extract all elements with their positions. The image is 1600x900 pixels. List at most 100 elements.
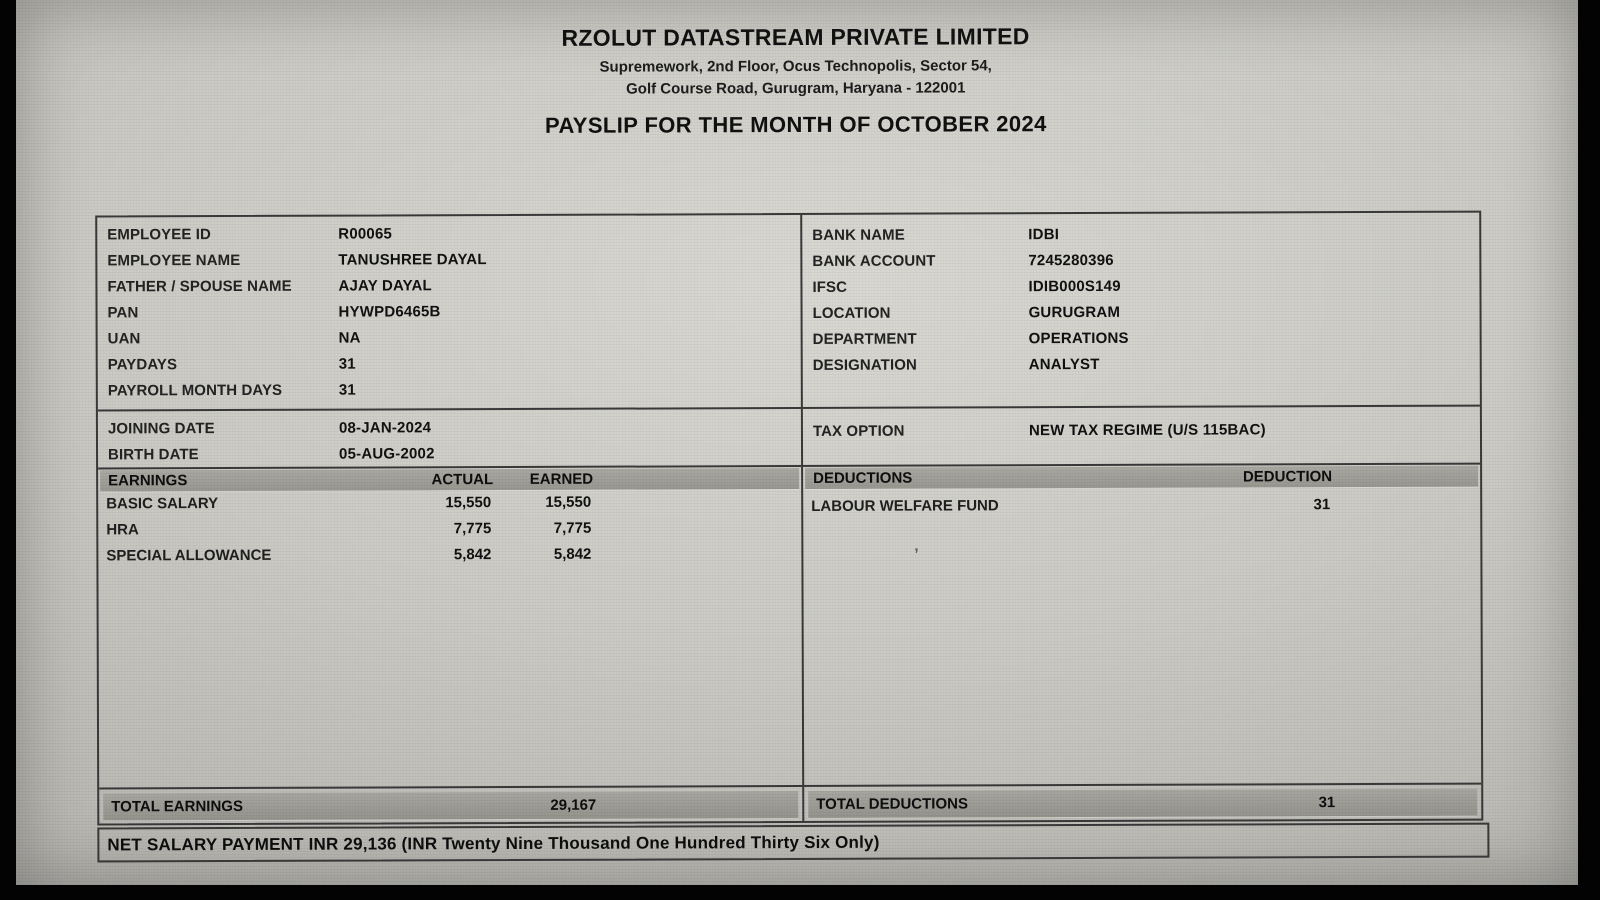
earnings-header-title: EARNINGS bbox=[108, 472, 188, 490]
field-value: 05-AUG-2002 bbox=[339, 445, 435, 463]
bank-account-row: BANK ACCOUNT 7245280396 bbox=[802, 247, 1479, 275]
employee-info-panel: EMPLOYEE ID R00065 EMPLOYEE NAME TANUSHR… bbox=[97, 214, 803, 410]
total-deductions-bar: TOTAL DEDUCTIONS 31 bbox=[808, 788, 1478, 818]
section-employee-bank: EMPLOYEE ID R00065 EMPLOYEE NAME TANUSHR… bbox=[97, 213, 1480, 410]
field-label: DEPARTMENT bbox=[812, 330, 917, 348]
total-earnings-bar: TOTAL EARNINGS 29,167 bbox=[103, 790, 799, 821]
earning-actual: 15,550 bbox=[445, 494, 492, 512]
field-label: FATHER / SPOUSE NAME bbox=[107, 277, 292, 296]
net-salary-statement: NET SALARY PAYMENT INR 29,136 (INR Twent… bbox=[97, 822, 1490, 863]
payslip-title: PAYSLIP FOR THE MONTH OF OCTOBER 2024 bbox=[544, 111, 1047, 138]
spacer bbox=[596, 791, 790, 819]
total-earnings-value: 29,167 bbox=[550, 796, 597, 814]
field-label: LOCATION bbox=[812, 304, 891, 322]
field-label: EMPLOYEE ID bbox=[107, 226, 211, 244]
field-value: IDBI bbox=[1028, 226, 1060, 244]
spacer bbox=[1335, 789, 1469, 816]
employee-id-row: EMPLOYEE ID R00065 bbox=[97, 220, 800, 248]
earnings-row-special-allowance: SPECIAL ALLOWANCE 5,842 5,842 bbox=[98, 541, 801, 569]
total-deductions-value: 31 bbox=[1318, 794, 1336, 812]
spacer bbox=[591, 515, 793, 542]
document-header: RZOLUT DATASTREAM PRIVATE LIMITED Suprem… bbox=[16, 21, 1577, 140]
field-value: TANUSHREE DAYAL bbox=[338, 251, 487, 269]
field-label: EMPLOYEE NAME bbox=[107, 251, 241, 270]
earning-actual: 7,775 bbox=[453, 520, 492, 538]
payslip-document: RZOLUT DATASTREAM PRIVATE LIMITED Suprem… bbox=[16, 0, 1578, 885]
earnings-row-basic-salary: BASIC SALARY 15,550 15,550 bbox=[98, 489, 801, 517]
field-value: 31 bbox=[338, 381, 356, 399]
total-deductions-label: TOTAL DEDUCTIONS bbox=[816, 795, 968, 813]
section-earnings-deductions: EARNINGS ACTUAL EARNED BASIC SALARY 15,5… bbox=[98, 462, 1482, 788]
payslip-table: EMPLOYEE ID R00065 EMPLOYEE NAME TANUSHR… bbox=[95, 210, 1484, 826]
field-label: UAN bbox=[107, 330, 141, 348]
employee-name-row: EMPLOYEE NAME TANUSHREE DAYAL bbox=[97, 246, 800, 274]
section-dates-tax: JOINING DATE 08-JAN-2024 BIRTH DATE 05-A… bbox=[97, 404, 1481, 469]
spacer bbox=[591, 541, 793, 568]
earnings-row-hra: HRA 7,775 7,775 bbox=[98, 515, 801, 543]
deduction-amount: 31 bbox=[1313, 496, 1331, 514]
field-value: GURUGRAM bbox=[1028, 303, 1121, 322]
company-name: RZOLUT DATASTREAM PRIVATE LIMITED bbox=[561, 23, 1030, 51]
bank-info-panel: BANK NAME IDBI BANK ACCOUNT 7245280396 I… bbox=[802, 213, 1480, 407]
payroll-month-days-row: PAYROLL MONTH DAYS 31 bbox=[98, 376, 801, 404]
deductions-header-bar: DEDUCTIONS DEDUCTION bbox=[805, 465, 1479, 489]
field-value: 31 bbox=[338, 355, 356, 373]
stray-ink-mark: , bbox=[914, 537, 919, 555]
uan-row: UAN NA bbox=[98, 324, 801, 352]
field-label: DESIGNATION bbox=[812, 356, 917, 374]
field-value: NA bbox=[338, 329, 361, 347]
deductions-panel: DEDUCTIONS DEDUCTION LABOUR WELFARE FUND… bbox=[803, 465, 1481, 785]
earnings-header-bar: EARNINGS ACTUAL EARNED bbox=[100, 467, 800, 492]
actual-column-header: ACTUAL bbox=[431, 471, 494, 489]
designation-row: DESIGNATION ANALYST bbox=[803, 351, 1480, 379]
bank-name-row: BANK NAME IDBI bbox=[802, 221, 1479, 249]
earning-name: BASIC SALARY bbox=[106, 495, 219, 513]
joining-date-row: JOINING DATE 08-JAN-2024 bbox=[98, 414, 801, 442]
tax-option-row: TAX OPTION NEW TAX REGIME (U/S 115BAC) bbox=[803, 417, 1480, 445]
spacer bbox=[391, 792, 496, 819]
deduction-column-header: DEDUCTION bbox=[1242, 468, 1333, 486]
spacer bbox=[591, 489, 793, 516]
pan-row: PAN HYWPD6465B bbox=[97, 298, 800, 326]
field-value: R00065 bbox=[338, 225, 393, 243]
father-spouse-name-row: FATHER / SPOUSE NAME AJAY DAYAL bbox=[97, 272, 800, 300]
field-label: TAX OPTION bbox=[812, 422, 905, 440]
location-row: LOCATION GURUGRAM bbox=[803, 299, 1480, 327]
field-label: JOINING DATE bbox=[107, 420, 215, 438]
total-deductions-panel: TOTAL DEDUCTIONS 31 bbox=[804, 785, 1481, 821]
department-row: DEPARTMENT OPERATIONS bbox=[803, 325, 1480, 353]
earning-earned: 7,775 bbox=[553, 519, 592, 537]
field-label: IFSC bbox=[812, 278, 848, 296]
birth-date-row: BIRTH DATE 05-AUG-2002 bbox=[98, 440, 801, 468]
total-earnings-panel: TOTAL EARNINGS 29,167 bbox=[99, 786, 805, 824]
earning-earned: 15,550 bbox=[545, 493, 592, 511]
field-value: IDIB000S149 bbox=[1028, 277, 1121, 296]
field-label: PAYROLL MONTH DAYS bbox=[107, 381, 283, 400]
screen-background: RZOLUT DATASTREAM PRIVATE LIMITED Suprem… bbox=[16, 0, 1578, 885]
field-value: HYWPD6465B bbox=[338, 303, 441, 321]
field-value: NEW TAX REGIME (U/S 115BAC) bbox=[1028, 421, 1266, 440]
field-value: OPERATIONS bbox=[1028, 329, 1129, 348]
deduction-name: LABOUR WELFARE FUND bbox=[811, 497, 999, 515]
dates-panel: JOINING DATE 08-JAN-2024 BIRTH DATE 05-A… bbox=[97, 408, 804, 469]
earning-actual: 5,842 bbox=[453, 546, 492, 564]
ifsc-row: IFSC IDIB000S149 bbox=[802, 273, 1479, 301]
spacer bbox=[1330, 492, 1472, 518]
field-label: BIRTH DATE bbox=[108, 446, 199, 464]
earning-name: HRA bbox=[106, 521, 139, 539]
tax-option-panel: TAX OPTION NEW TAX REGIME (U/S 115BAC) bbox=[803, 407, 1480, 466]
field-label: PAN bbox=[107, 304, 139, 322]
deductions-header-title: DEDUCTIONS bbox=[813, 469, 913, 487]
paydays-row: PAYDAYS 31 bbox=[98, 350, 801, 378]
spacer bbox=[593, 468, 791, 490]
earnings-panel: EARNINGS ACTUAL EARNED BASIC SALARY 15,5… bbox=[98, 466, 805, 788]
field-label: PAYDAYS bbox=[107, 356, 178, 374]
earning-earned: 5,842 bbox=[553, 545, 592, 563]
field-value: 08-JAN-2024 bbox=[338, 419, 432, 437]
deduction-row-labour-welfare-fund: LABOUR WELFARE FUND 31 bbox=[803, 492, 1480, 520]
earned-column-header: EARNED bbox=[529, 470, 594, 488]
field-label: BANK NAME bbox=[812, 226, 905, 244]
earning-name: SPECIAL ALLOWANCE bbox=[106, 546, 272, 565]
spacer bbox=[1332, 466, 1470, 487]
